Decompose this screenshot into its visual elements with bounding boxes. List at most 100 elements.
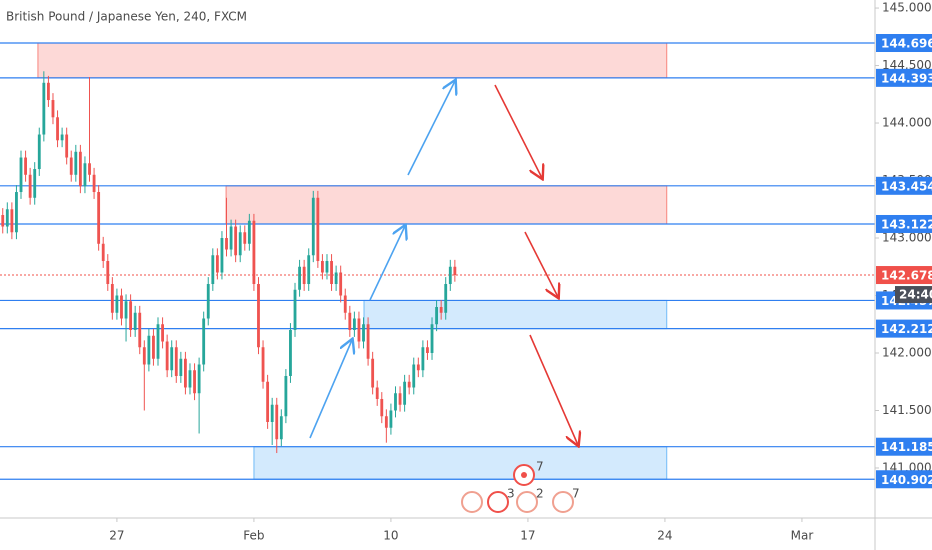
- arrow: [494, 84, 542, 178]
- candle-body: [110, 284, 114, 313]
- candle-body: [88, 163, 91, 175]
- candle-body: [375, 387, 379, 399]
- candle-body: [152, 335, 155, 359]
- candle-body: [92, 174, 96, 193]
- candle-body: [430, 324, 434, 353]
- candle-body: [321, 261, 324, 273]
- level-label: 140.902: [881, 473, 932, 487]
- candle-body: [316, 197, 320, 262]
- event-icon[interactable]: [487, 491, 509, 513]
- candle-body: [1, 215, 5, 227]
- candle-body: [206, 284, 210, 319]
- level-label-box: [876, 176, 932, 195]
- x-tick-label: Mar: [791, 529, 814, 543]
- candle-body: [289, 330, 292, 376]
- event-count: 2: [536, 487, 544, 501]
- event-icon[interactable]: [552, 491, 574, 513]
- candle-body: [384, 416, 388, 428]
- candle-body: [275, 404, 279, 440]
- candle-body: [234, 226, 238, 256]
- candle-body: [10, 209, 14, 233]
- candle-body: [74, 151, 78, 175]
- arrow: [309, 340, 352, 439]
- candle-body: [15, 192, 18, 233]
- y-tick-label: 141.500: [882, 403, 932, 417]
- zone: [253, 446, 668, 480]
- level-label: 143.454: [881, 179, 932, 193]
- arrow: [407, 81, 455, 176]
- x-tick-label: Feb: [243, 529, 264, 543]
- x-tick-label: 10: [383, 529, 398, 543]
- level-label-box: [876, 319, 932, 338]
- candle-body: [229, 226, 233, 250]
- candle-body: [188, 370, 192, 388]
- y-tick-label: 143.000: [882, 231, 932, 245]
- candle-body: [407, 381, 411, 388]
- event-count: 3: [507, 487, 515, 501]
- candle-body: [211, 255, 215, 285]
- candle-body: [279, 416, 283, 440]
- candle-body: [439, 307, 443, 313]
- arrow: [529, 334, 578, 445]
- candle-body: [380, 398, 384, 417]
- candle-body: [339, 272, 343, 296]
- candle-body: [147, 335, 151, 365]
- candle-body: [124, 301, 128, 319]
- candle-body: [33, 169, 37, 198]
- candle-body: [5, 209, 9, 227]
- y-tick-label: 144.500: [882, 58, 932, 72]
- candle-body: [311, 197, 315, 256]
- level-label-box: [876, 34, 932, 53]
- y-tick-label: 142.000: [882, 345, 932, 359]
- candle-body: [435, 307, 439, 325]
- candle-body: [298, 266, 301, 290]
- level-label-box: [876, 68, 932, 87]
- arrow: [369, 226, 405, 301]
- zone: [225, 185, 668, 225]
- x-tick-label: 24: [657, 529, 672, 543]
- candle-body: [444, 284, 448, 313]
- events[interactable]: 7 3 2 7: [461, 460, 580, 513]
- candle-body: [133, 312, 137, 331]
- last-price-label: 142.678: [881, 269, 932, 283]
- candle-body: [170, 347, 174, 371]
- candle-body: [330, 261, 333, 285]
- y-tick-label: 145.000: [882, 1, 932, 15]
- x-tick-label: 17: [520, 529, 535, 543]
- candle-body: [28, 174, 32, 198]
- candle-body: [261, 347, 265, 382]
- candle-body: [352, 318, 356, 331]
- x-tick-label: 27: [109, 529, 124, 543]
- candle-body: [60, 134, 64, 141]
- candle-body: [78, 151, 82, 187]
- arrow: [524, 231, 558, 297]
- candle-body: [389, 410, 393, 428]
- candle-body: [302, 266, 306, 285]
- candle-body: [403, 381, 407, 405]
- candle-body: [165, 341, 169, 371]
- candle-body: [448, 266, 452, 285]
- candle-body: [115, 295, 119, 313]
- chart-title: British Pound / Japanese Yen, 240, FXCM: [6, 10, 247, 24]
- candle-body: [106, 261, 110, 285]
- event-icon[interactable]: [516, 491, 538, 513]
- countdown-box: [895, 286, 932, 304]
- candle-body: [202, 318, 206, 365]
- level-label: 142.212: [881, 322, 932, 336]
- level-label-box: [876, 470, 932, 489]
- candle-body: [129, 301, 133, 331]
- candle-body: [46, 82, 50, 101]
- candle-body: [183, 358, 187, 388]
- candle-body: [97, 192, 101, 244]
- annotations: [309, 81, 578, 445]
- candle-body: [174, 347, 178, 376]
- candle-body: [193, 370, 196, 394]
- level-label: 144.393: [881, 71, 932, 85]
- candle-body: [24, 157, 27, 175]
- candle-body: [412, 364, 416, 388]
- candle-body: [348, 312, 352, 331]
- zone: [363, 299, 668, 330]
- event-icon[interactable]: [461, 491, 483, 513]
- candle-body: [257, 284, 260, 348]
